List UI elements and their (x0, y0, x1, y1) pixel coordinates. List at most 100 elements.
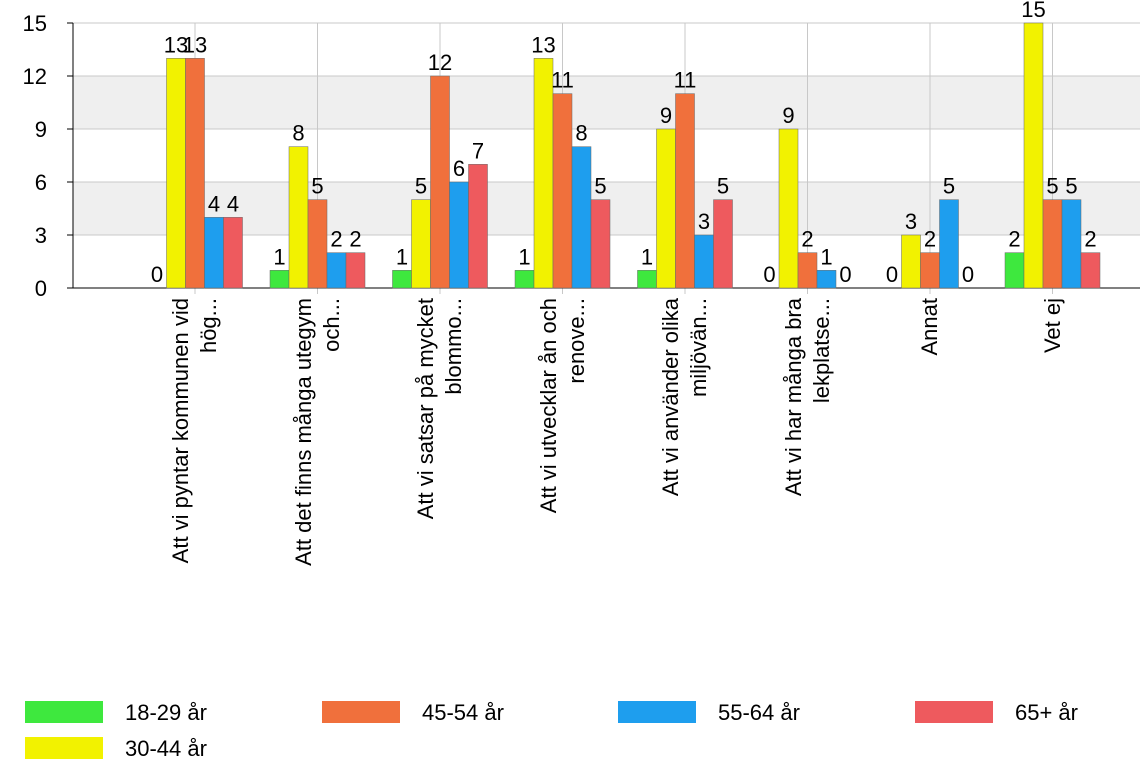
value-label: 0 (151, 262, 163, 287)
value-label: 5 (1065, 174, 1077, 199)
bar (468, 164, 488, 289)
value-label: 13 (531, 32, 555, 57)
value-label: 0 (962, 262, 974, 287)
value-label: 5 (943, 174, 955, 199)
bar (345, 252, 366, 289)
y-tick-label: 15 (23, 11, 47, 36)
value-label: 5 (717, 174, 729, 199)
value-label: 5 (415, 174, 427, 199)
value-label: 11 (551, 68, 574, 93)
bar (223, 217, 243, 289)
value-label: 4 (208, 191, 220, 216)
value-label: 5 (594, 174, 606, 199)
x-tick-label: Att vi pyntar kommunen vid hög... (168, 298, 221, 564)
bar (514, 270, 535, 289)
value-label: 2 (1084, 227, 1096, 252)
bar (901, 234, 921, 289)
bar (307, 199, 328, 289)
bar (288, 146, 309, 289)
x-tick-label: Annat (917, 298, 942, 356)
value-label: 0 (839, 262, 851, 287)
value-label: 15 (1021, 0, 1045, 22)
y-tick-label: 6 (35, 170, 47, 195)
value-label: 1 (641, 244, 653, 269)
bar (816, 270, 837, 289)
bar (411, 199, 431, 289)
grid-band (73, 76, 1140, 129)
value-label: 13 (183, 32, 207, 57)
bar (694, 234, 714, 289)
bar (571, 146, 592, 289)
value-label: 2 (330, 227, 342, 252)
bar (1080, 252, 1101, 289)
y-tick-label: 0 (35, 276, 47, 301)
legend-swatch (25, 701, 103, 723)
value-label: 5 (311, 174, 323, 199)
value-label: 8 (292, 121, 304, 146)
value-label: 1 (396, 244, 408, 269)
y-tick-label: 9 (35, 117, 47, 142)
value-label: 8 (575, 121, 587, 146)
bar (656, 128, 676, 289)
value-label: 2 (801, 227, 813, 252)
bar (637, 270, 657, 289)
bar (204, 217, 224, 289)
value-label: 2 (924, 227, 936, 252)
value-label: 3 (698, 209, 710, 234)
legend-swatch (618, 701, 696, 723)
bar (269, 270, 290, 289)
bar (590, 199, 611, 289)
value-label: 13 (164, 32, 188, 57)
bar (449, 181, 469, 289)
bar (939, 199, 959, 289)
y-tick-label: 12 (23, 64, 47, 89)
legend-label: 18-29 år (125, 700, 207, 725)
legend-swatch (915, 701, 993, 723)
value-label: 12 (428, 50, 452, 75)
value-label: 9 (782, 103, 794, 128)
value-label: 11 (674, 68, 697, 93)
bar (675, 93, 695, 289)
bar (430, 75, 450, 289)
bar (185, 58, 205, 289)
y-tick-label: 3 (35, 223, 47, 248)
bar (552, 93, 573, 289)
value-label: 4 (227, 191, 239, 216)
bar (778, 128, 799, 289)
bar (533, 58, 554, 289)
legend-label: 55-64 år (718, 700, 800, 725)
x-tick-label: Att vi har många bra lekplatse... (780, 298, 834, 497)
bar (166, 58, 186, 289)
value-label: 7 (472, 138, 484, 163)
bar (797, 252, 818, 289)
legend-swatch (322, 701, 400, 723)
legend-label: 30-44 år (125, 736, 207, 761)
value-label: 2 (1008, 227, 1020, 252)
bar (1042, 199, 1063, 289)
bar (392, 270, 412, 289)
value-label: 1 (820, 244, 832, 269)
x-tick-label: Att det finns många utegym och... (290, 298, 344, 566)
legend-label: 45-54 år (422, 700, 504, 725)
value-label: 1 (518, 244, 530, 269)
value-label: 3 (905, 209, 917, 234)
bar (1004, 252, 1025, 289)
value-label: 0 (763, 262, 775, 287)
value-label: 9 (660, 103, 672, 128)
x-tick-label: Vet ej (1039, 298, 1065, 354)
legend-label: 65+ år (1015, 700, 1078, 725)
value-label: 6 (453, 156, 465, 181)
value-label: 2 (349, 227, 361, 252)
bar (713, 199, 733, 289)
value-label: 5 (1046, 174, 1058, 199)
value-label: 0 (886, 262, 898, 287)
bar (326, 252, 347, 289)
bar (1061, 199, 1082, 289)
value-label: 1 (273, 244, 285, 269)
bar (1023, 22, 1044, 289)
x-tick-label: Att vi satsar på mycket blommo... (413, 298, 466, 520)
x-tick-label: Att vi använder olika miljövän... (658, 298, 711, 497)
bar (920, 252, 940, 289)
